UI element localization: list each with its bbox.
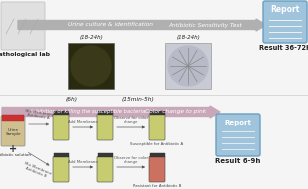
Text: (18-24h): (18-24h)	[176, 35, 200, 40]
FancyArrow shape	[18, 19, 266, 31]
FancyBboxPatch shape	[149, 156, 165, 182]
FancyBboxPatch shape	[97, 156, 113, 182]
Text: Observe for color
change: Observe for color change	[114, 156, 148, 164]
Text: Add Membrane: Add Membrane	[68, 120, 98, 124]
Text: Result 6-9h: Result 6-9h	[215, 158, 261, 164]
Text: Color change to pink: Color change to pink	[145, 109, 207, 115]
Text: Urine
Sample: Urine Sample	[5, 128, 21, 136]
Text: +: +	[9, 144, 17, 154]
Bar	[165, 43, 211, 89]
Text: Mix Membrane
Antibiotic B: Mix Membrane Antibiotic B	[22, 161, 52, 180]
Text: Pathological lab: Pathological lab	[0, 52, 50, 57]
Bar	[149, 111, 164, 115]
Bar	[149, 153, 164, 157]
Text: Observe for color
change: Observe for color change	[114, 116, 148, 124]
FancyBboxPatch shape	[216, 114, 260, 156]
Text: Urine culture & identification: Urine culture & identification	[67, 22, 152, 28]
Text: Antibiotic solution: Antibiotic solution	[0, 153, 31, 157]
FancyBboxPatch shape	[97, 114, 113, 140]
Text: (15min-5h): (15min-5h)	[122, 97, 154, 102]
Text: (6h): (6h)	[66, 97, 78, 102]
FancyArrow shape	[2, 106, 220, 118]
Bar	[98, 153, 112, 157]
Circle shape	[168, 46, 208, 86]
Circle shape	[71, 46, 111, 86]
Text: Result 36-72h: Result 36-72h	[259, 45, 308, 51]
FancyBboxPatch shape	[53, 114, 69, 140]
Bar	[54, 153, 68, 157]
Bar	[68, 43, 114, 89]
Text: Mix Membrane
Antibiotic A: Mix Membrane Antibiotic A	[24, 109, 54, 121]
Text: Resistant for Antibiotic B: Resistant for Antibiotic B	[133, 184, 181, 188]
FancyBboxPatch shape	[1, 2, 45, 50]
Text: (18-24h): (18-24h)	[79, 35, 103, 40]
FancyBboxPatch shape	[1, 116, 25, 146]
Text: Report: Report	[225, 120, 252, 126]
Text: Report: Report	[270, 5, 300, 15]
Text: Susceptible for Antibiotic A: Susceptible for Antibiotic A	[130, 142, 184, 146]
FancyBboxPatch shape	[53, 156, 69, 182]
FancyBboxPatch shape	[263, 1, 307, 43]
Text: Inhibition or killing the susceptible bacteria: Inhibition or killing the susceptible ba…	[31, 109, 145, 115]
Bar	[98, 111, 112, 115]
Bar	[2, 115, 24, 121]
Bar	[54, 111, 68, 115]
Text: Add Membrane: Add Membrane	[68, 160, 98, 164]
Text: Antibiotic Sensitivity Test: Antibiotic Sensitivity Test	[168, 22, 242, 28]
FancyBboxPatch shape	[149, 114, 165, 140]
